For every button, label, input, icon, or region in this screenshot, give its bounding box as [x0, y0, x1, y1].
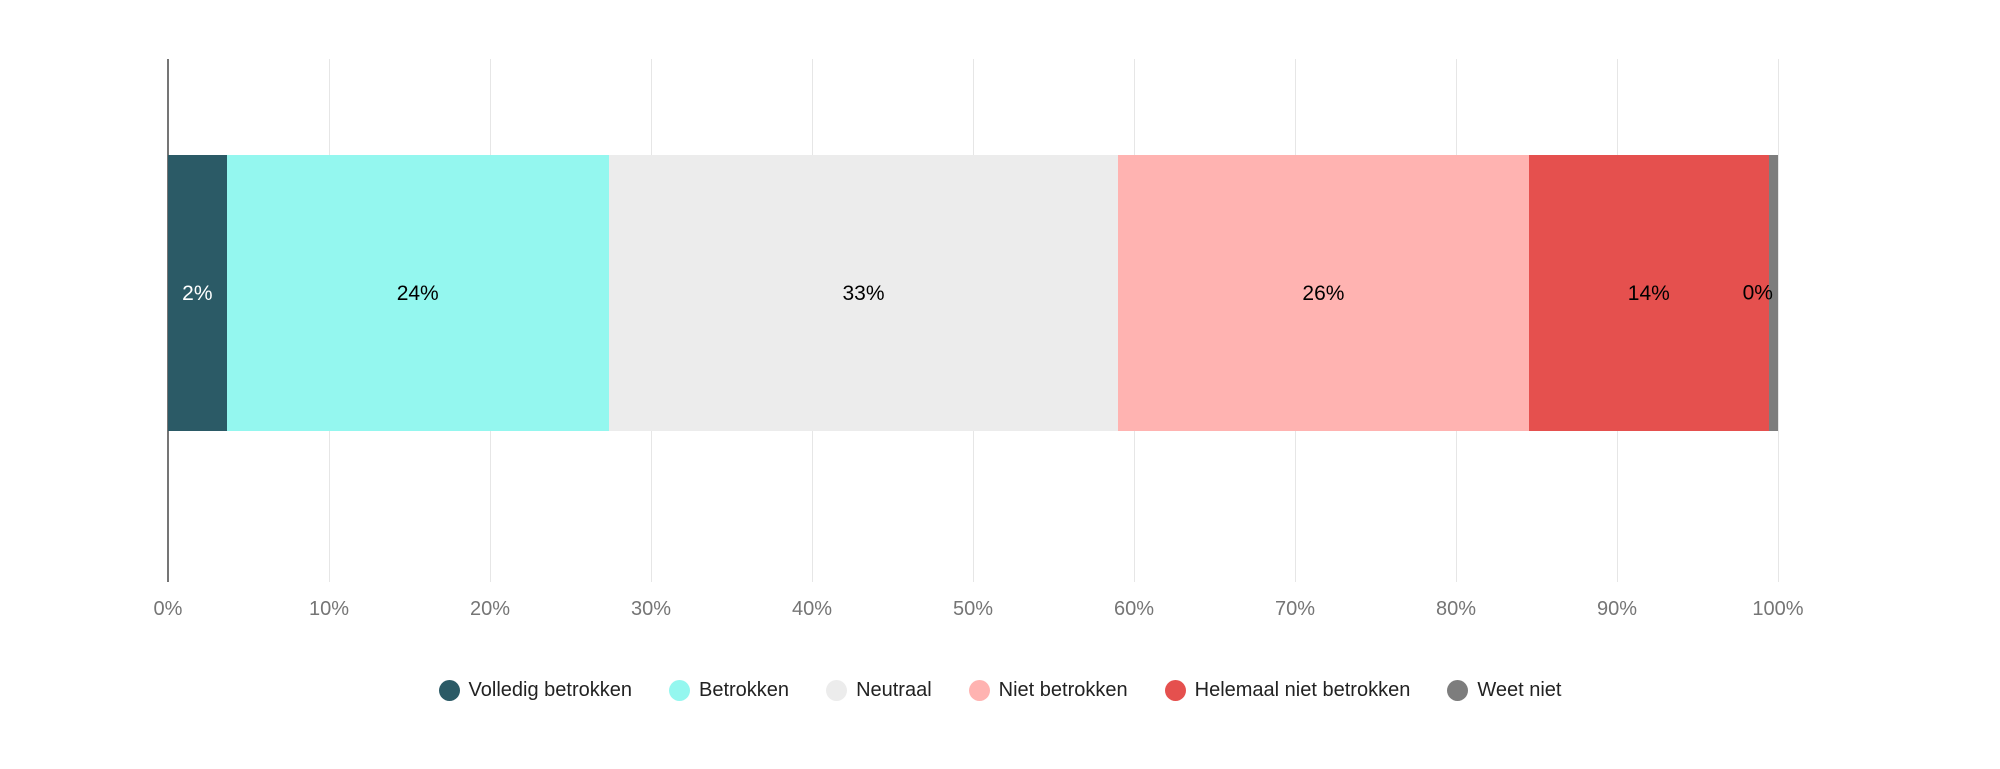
legend-swatch-icon	[968, 680, 990, 701]
bar-segment-niet-betrokken[interactable]: 26%	[1118, 155, 1529, 431]
segment-value-label: 14%	[1627, 281, 1670, 305]
bar-segment-weet-niet[interactable]: 0%	[1743, 155, 1778, 431]
legend-item-helemaal-niet-betrokken: Helemaal niet betrokken	[1164, 679, 1411, 702]
legend-swatch-icon	[826, 680, 848, 701]
segment-value-label: 26%	[1302, 281, 1345, 305]
legend-item-weet-niet: Weet niet	[1447, 679, 1561, 702]
legend-item-neutraal: Neutraal	[826, 679, 932, 702]
legend-label: Neutraal	[856, 679, 932, 701]
legend-label: Betrokken	[699, 679, 790, 701]
x-tick-label: 0%	[153, 598, 183, 620]
legend-label: Weet niet	[1477, 679, 1562, 701]
legend-swatch-icon	[438, 680, 460, 701]
legend-item-betrokken: Betrokken	[669, 679, 789, 702]
x-tick-label: 50%	[952, 598, 994, 620]
legend: Volledig betrokken Betrokken Neutraal Niet …	[0, 679, 2000, 702]
x-tick-label: 60%	[1113, 598, 1155, 620]
legend-swatch-icon	[1164, 680, 1186, 701]
x-tick-label: 80%	[1435, 598, 1477, 620]
x-tick-label: 40%	[791, 598, 833, 620]
segment-value-label: 2%	[182, 281, 213, 305]
bar-segment-neutraal[interactable]: 33%	[608, 155, 1119, 431]
legend-swatch-icon	[669, 680, 690, 701]
bar-segment-betrokken[interactable]: 24%	[226, 155, 609, 431]
x-tick-label: 70%	[1274, 598, 1316, 620]
x-tick-label: 90%	[1596, 598, 1638, 620]
gridline	[1778, 59, 1779, 582]
plot-area: 2% 24% 33% 26% 14% 0%	[167, 59, 1779, 582]
legend-label: Helemaal niet betrokken	[1194, 679, 1411, 701]
segment-value-label: 33%	[842, 281, 885, 305]
x-axis: 0% 10% 20% 30% 40% 50% 60% 70% 80% 90% 100%	[154, 598, 1804, 628]
legend-label: Niet betrokken	[998, 679, 1128, 701]
x-tick-label: 20%	[469, 598, 511, 620]
legend-item-volledig-betrokken: Volledig betrokken	[438, 679, 632, 702]
segment-value-label: 24%	[396, 281, 439, 305]
legend-label: Volledig betrokken	[468, 679, 632, 701]
stacked-bar: 2% 24% 33% 26% 14% 0%	[168, 155, 1778, 431]
x-tick-label: 30%	[630, 598, 672, 620]
legend-swatch-icon	[1447, 680, 1469, 701]
legend-item-niet-betrokken: Niet betrokken	[968, 679, 1128, 702]
bar-segment-volledig-betrokken[interactable]: 2%	[168, 155, 227, 431]
bar-segment-helemaal-niet-betrokken[interactable]: 14%	[1528, 155, 1769, 431]
segment-value-label: 0%	[1742, 281, 1773, 305]
x-tick-label: 100%	[1752, 598, 1804, 620]
x-tick-label: 10%	[308, 598, 350, 620]
